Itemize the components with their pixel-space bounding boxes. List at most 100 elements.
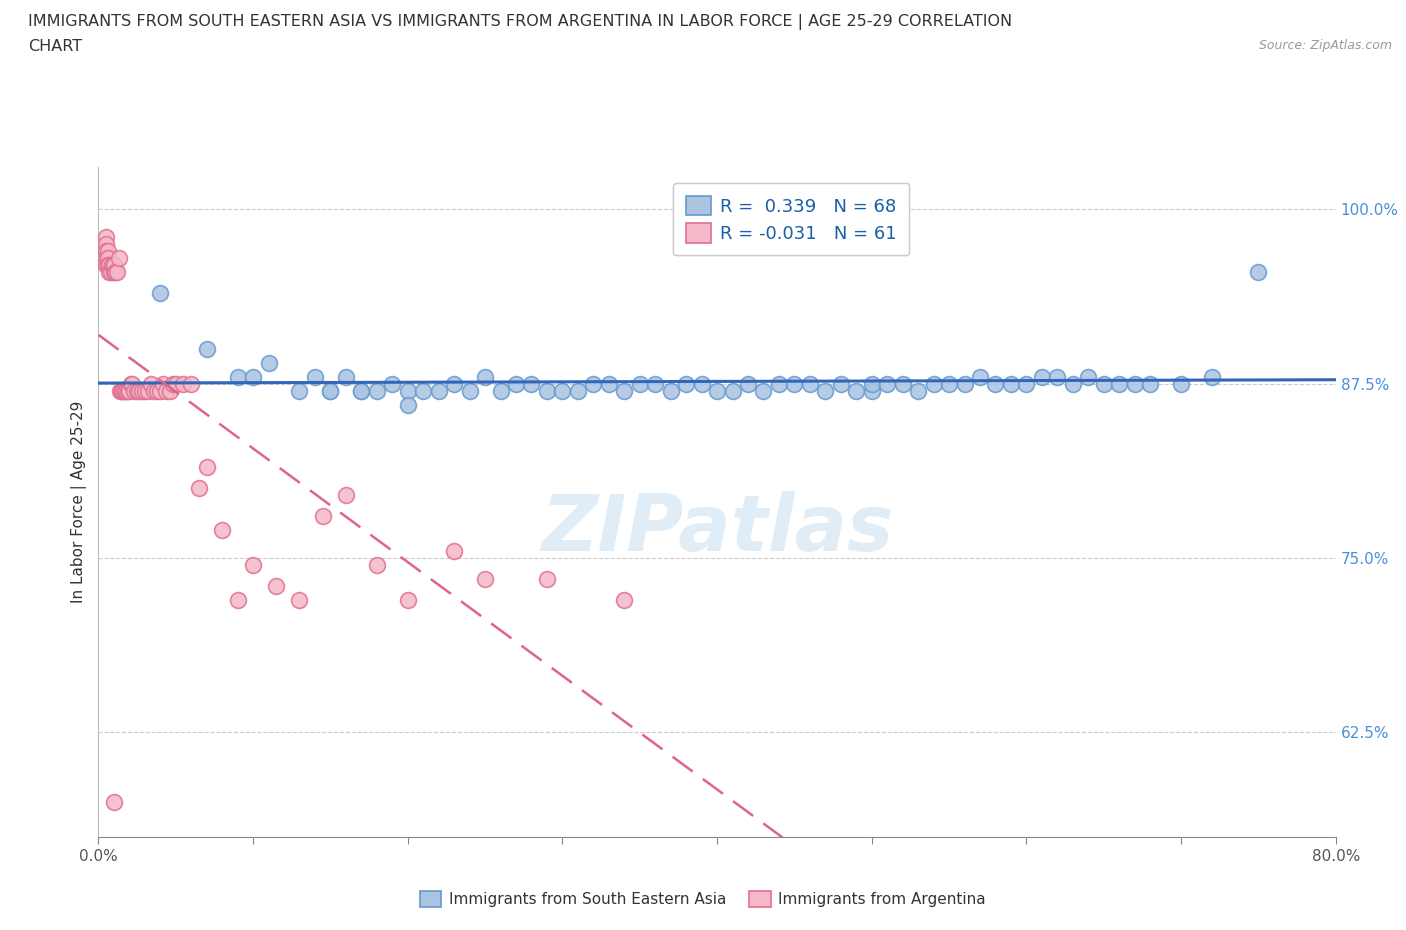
Point <box>830 377 852 392</box>
Point <box>1015 377 1038 392</box>
Point <box>567 383 589 398</box>
Point <box>582 377 605 392</box>
Point <box>159 383 181 398</box>
Point <box>737 377 759 392</box>
Point <box>443 377 465 392</box>
Point <box>211 523 233 538</box>
Point <box>242 369 264 384</box>
Point <box>242 557 264 572</box>
Point <box>412 383 434 398</box>
Point <box>1170 377 1192 392</box>
Point <box>1108 377 1130 392</box>
Point <box>149 383 172 398</box>
Point <box>1247 265 1270 280</box>
Point <box>1062 377 1084 392</box>
Point <box>104 265 127 280</box>
Point <box>96 258 118 272</box>
Point <box>195 460 218 475</box>
Point <box>304 369 326 384</box>
Point <box>381 377 404 392</box>
Point <box>443 544 465 559</box>
Point <box>134 383 156 398</box>
Point <box>1139 377 1161 392</box>
Text: Source: ZipAtlas.com: Source: ZipAtlas.com <box>1258 39 1392 52</box>
Point <box>366 557 388 572</box>
Point <box>111 383 134 398</box>
Point <box>288 592 311 607</box>
Point <box>474 571 496 587</box>
Point <box>783 377 806 392</box>
Point <box>101 258 124 272</box>
Point <box>97 258 120 272</box>
Point <box>860 383 883 398</box>
Point <box>128 383 150 398</box>
Point <box>536 383 558 398</box>
Point <box>1092 377 1115 392</box>
Point <box>984 377 1007 392</box>
Point <box>103 258 125 272</box>
Point <box>143 383 166 398</box>
Point <box>96 237 118 252</box>
Point <box>111 383 134 398</box>
Point <box>226 369 249 384</box>
Point <box>112 383 135 398</box>
Point <box>520 377 543 392</box>
Point <box>644 377 666 392</box>
Point <box>103 795 125 810</box>
Point <box>1000 377 1022 392</box>
Y-axis label: In Labor Force | Age 25-29: In Labor Force | Age 25-29 <box>72 401 87 604</box>
Text: CHART: CHART <box>28 39 82 54</box>
Point <box>96 244 118 259</box>
Point <box>458 383 481 398</box>
Point <box>969 369 991 384</box>
Point <box>97 244 120 259</box>
Point <box>907 383 929 398</box>
Point <box>121 377 143 392</box>
Point <box>195 341 218 356</box>
Point <box>860 377 883 392</box>
Point <box>155 383 177 398</box>
Point <box>162 377 184 392</box>
Point <box>1031 369 1053 384</box>
Point <box>799 377 821 392</box>
Point <box>551 383 574 398</box>
Legend: R =  0.339   N = 68, R = -0.031   N = 61: R = 0.339 N = 68, R = -0.031 N = 61 <box>673 183 910 256</box>
Point <box>1201 369 1223 384</box>
Point <box>188 481 211 496</box>
Point <box>1046 369 1069 384</box>
Point <box>613 592 636 607</box>
Point <box>922 377 945 392</box>
Point <box>335 487 357 502</box>
Point <box>108 383 131 398</box>
Point <box>876 377 898 392</box>
Point <box>675 377 697 392</box>
Point <box>98 265 121 280</box>
Point <box>122 383 145 398</box>
Point <box>690 377 713 392</box>
Point <box>114 383 136 398</box>
Point <box>96 230 118 245</box>
Point <box>136 383 159 398</box>
Point <box>118 383 141 398</box>
Point <box>107 251 129 266</box>
Point <box>505 377 527 392</box>
Point <box>613 383 636 398</box>
Point <box>706 383 728 398</box>
Point <box>98 258 121 272</box>
Point <box>180 377 202 392</box>
Point <box>366 383 388 398</box>
Point <box>266 578 288 593</box>
Text: ZIPatlas: ZIPatlas <box>541 491 893 567</box>
Point <box>659 383 682 398</box>
Point <box>350 383 373 398</box>
Point <box>536 571 558 587</box>
Point <box>288 383 311 398</box>
Point <box>152 377 174 392</box>
Point <box>131 383 153 398</box>
Point <box>226 592 249 607</box>
Point <box>319 383 342 398</box>
Point <box>335 369 357 384</box>
Point <box>752 383 775 398</box>
Point <box>105 265 128 280</box>
Point <box>396 397 419 412</box>
